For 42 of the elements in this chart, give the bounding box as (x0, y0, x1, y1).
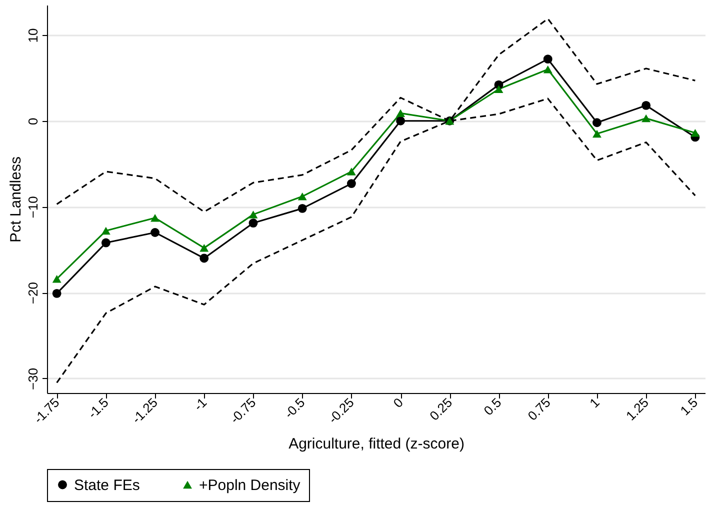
point (642, 114, 651, 122)
legend-label: State FEs (74, 476, 140, 494)
x-tick-label: -1 (190, 394, 210, 414)
x-tick-label: 0.75 (524, 394, 554, 424)
point (101, 238, 110, 248)
point (200, 254, 209, 263)
y-tick-label: −10 (26, 196, 40, 218)
x-axis-title: Agriculture, fitted (z-score) (288, 435, 464, 452)
point (52, 288, 62, 298)
y-tick-label: −20 (26, 282, 40, 304)
y-tick-label: 10 (26, 28, 40, 43)
y-tick-label: 0 (26, 118, 40, 125)
x-tick-label: 1.5 (677, 394, 701, 418)
x-tick-label: 0.25 (426, 394, 456, 424)
x-tick-label: -1.5 (84, 394, 112, 422)
point (690, 129, 700, 137)
x-tick-label: 1 (586, 394, 602, 411)
legend-label: +Popln Density (199, 476, 301, 494)
x-tick-label: 0 (390, 394, 406, 411)
point (298, 192, 307, 200)
point (248, 210, 258, 218)
x-tick-label: -0.5 (281, 394, 308, 422)
point (396, 116, 406, 126)
point (592, 130, 602, 138)
point (346, 179, 356, 188)
x-tick-label: 0.5 (480, 394, 504, 418)
point (543, 66, 552, 74)
point (248, 218, 258, 228)
y-tick-label: −30 (26, 368, 40, 390)
point (52, 274, 62, 283)
point (150, 214, 160, 222)
point (298, 204, 307, 213)
point (543, 54, 552, 64)
point (346, 168, 356, 176)
point (494, 85, 504, 93)
point (396, 109, 406, 118)
point (200, 244, 209, 252)
point (150, 228, 160, 237)
point (592, 118, 602, 128)
point (101, 226, 110, 235)
y-axis-title: Pct Landless (8, 156, 24, 242)
point (642, 100, 651, 110)
